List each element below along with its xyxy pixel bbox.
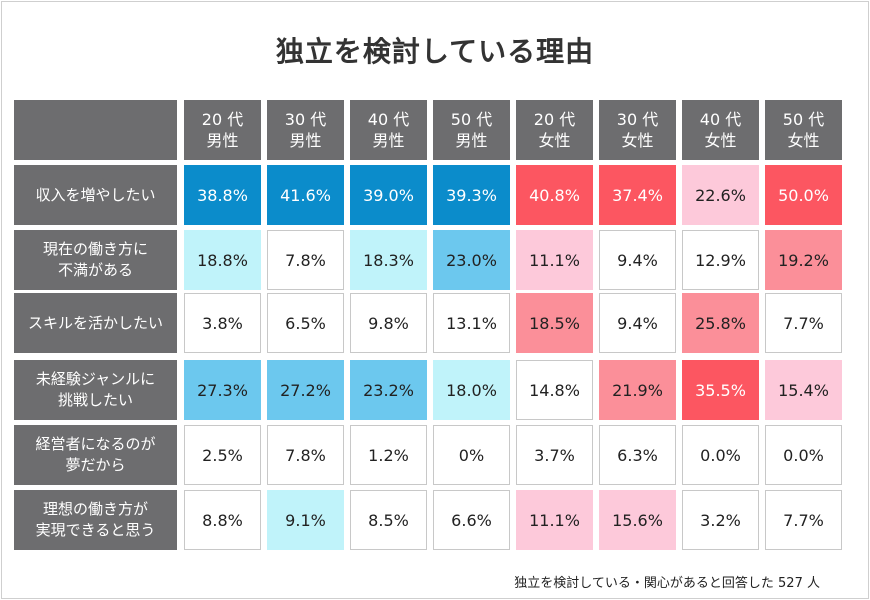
value-cell: 21.9% — [599, 360, 676, 420]
value-cell: 18.0% — [433, 360, 510, 420]
row-label: 収入を増やしたい — [14, 165, 177, 225]
value-cell: 9.1% — [267, 490, 344, 550]
footnote: 独立を検討している・関心があると回答した 527 人 — [514, 576, 820, 591]
value-cell: 18.5% — [516, 293, 593, 353]
value-cell: 7.7% — [765, 490, 842, 550]
value-cell: 7.7% — [765, 293, 842, 353]
column-header: 50 代 女性 — [765, 100, 842, 160]
value-cell: 11.1% — [516, 230, 593, 290]
value-cell: 23.0% — [433, 230, 510, 290]
value-cell: 27.2% — [267, 360, 344, 420]
value-cell: 50.0% — [765, 165, 842, 225]
value-cell: 6.5% — [267, 293, 344, 353]
value-cell: 0% — [433, 425, 510, 485]
value-cell: 15.4% — [765, 360, 842, 420]
value-cell: 13.1% — [433, 293, 510, 353]
value-cell: 9.4% — [599, 230, 676, 290]
value-cell: 22.6% — [682, 165, 759, 225]
value-cell: 23.2% — [350, 360, 427, 420]
value-cell: 6.6% — [433, 490, 510, 550]
value-cell: 11.1% — [516, 490, 593, 550]
value-cell: 9.8% — [350, 293, 427, 353]
value-cell: 3.7% — [516, 425, 593, 485]
value-cell: 2.5% — [184, 425, 261, 485]
column-header: 20 代 女性 — [516, 100, 593, 160]
value-cell: 0.0% — [682, 425, 759, 485]
value-cell: 7.8% — [267, 425, 344, 485]
value-cell: 27.3% — [184, 360, 261, 420]
page-title: 独立を検討している理由 — [275, 35, 595, 68]
value-cell: 8.8% — [184, 490, 261, 550]
value-cell: 19.2% — [765, 230, 842, 290]
value-cell: 1.2% — [350, 425, 427, 485]
value-cell: 38.8% — [184, 165, 261, 225]
row-label: スキルを活かしたい — [14, 293, 177, 353]
value-cell: 40.8% — [516, 165, 593, 225]
value-cell: 15.6% — [599, 490, 676, 550]
value-cell: 35.5% — [682, 360, 759, 420]
column-header: 40 代 女性 — [682, 100, 759, 160]
value-cell: 39.0% — [350, 165, 427, 225]
row-label: 現在の働き方に 不満がある — [14, 230, 177, 290]
value-cell: 41.6% — [267, 165, 344, 225]
value-cell: 14.8% — [516, 360, 593, 420]
column-header: 50 代 男性 — [433, 100, 510, 160]
value-cell: 6.3% — [599, 425, 676, 485]
row-label: 経営者になるのが 夢だから — [14, 425, 177, 485]
value-cell: 37.4% — [599, 165, 676, 225]
column-header: 20 代 男性 — [184, 100, 261, 160]
row-label: 理想の働き方が 実現できると思う — [14, 490, 177, 550]
value-cell: 3.2% — [682, 490, 759, 550]
value-cell: 8.5% — [350, 490, 427, 550]
value-cell: 3.8% — [184, 293, 261, 353]
column-header: 40 代 男性 — [350, 100, 427, 160]
column-header: 30 代 女性 — [599, 100, 676, 160]
value-cell: 12.9% — [682, 230, 759, 290]
column-header: 30 代 男性 — [267, 100, 344, 160]
value-cell: 18.3% — [350, 230, 427, 290]
value-cell: 7.8% — [267, 230, 344, 290]
value-cell: 9.4% — [599, 293, 676, 353]
value-cell: 39.3% — [433, 165, 510, 225]
row-label: 未経験ジャンルに 挑戦したい — [14, 360, 177, 420]
value-cell: 18.8% — [184, 230, 261, 290]
value-cell: 0.0% — [765, 425, 842, 485]
value-cell: 25.8% — [682, 293, 759, 353]
header-corner — [14, 100, 177, 160]
